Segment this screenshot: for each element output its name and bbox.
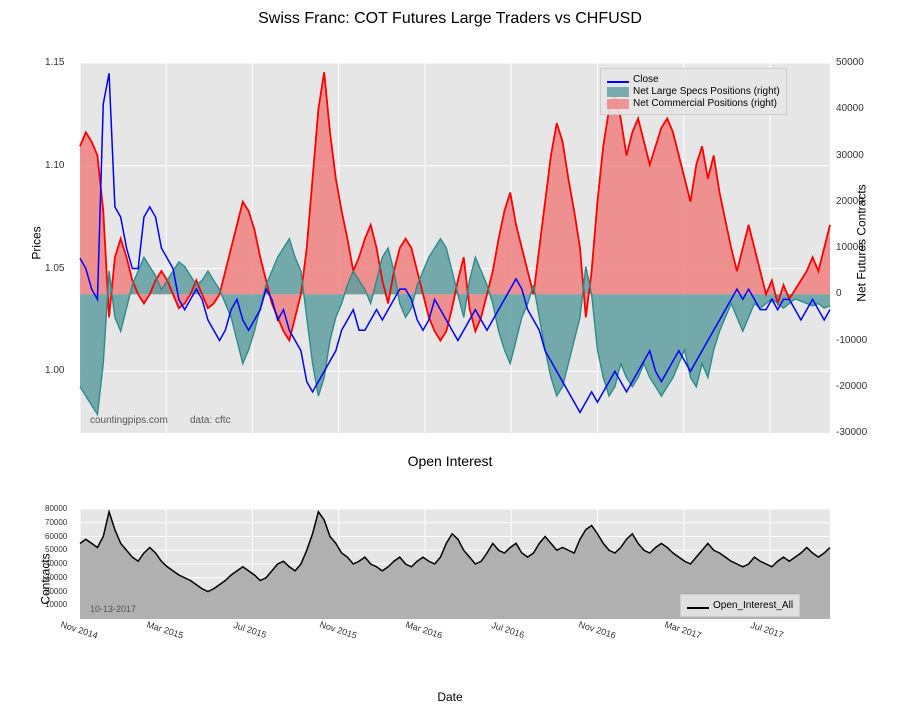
sub-chart-container: Open Interest Open_Interest_All 10000200… — [10, 453, 890, 669]
watermark-source: countingpips.com — [90, 415, 168, 426]
sub-chart-svg — [10, 489, 900, 679]
sub-watermark: 10-13-2017 — [90, 604, 136, 614]
main-chart: CloseNet Large Specs Positions (right)Ne… — [10, 33, 890, 453]
main-legend: CloseNet Large Specs Positions (right)Ne… — [600, 68, 787, 115]
sub-y-label: Contracts — [39, 553, 53, 604]
sub-chart-title: Open Interest — [10, 453, 890, 469]
y-left-label: Prices — [30, 226, 44, 259]
watermark-data: data: cftc — [190, 415, 231, 426]
main-chart-container: Swiss Franc: COT Futures Large Traders v… — [10, 10, 890, 453]
y-right-label: Net Futures Contracts — [854, 184, 868, 301]
sub-x-label: Date — [437, 690, 462, 704]
sub-chart: Open_Interest_All 1000020000300004000050… — [10, 489, 890, 669]
sub-legend: Open_Interest_All — [680, 594, 800, 617]
main-chart-title: Swiss Franc: COT Futures Large Traders v… — [10, 10, 890, 28]
